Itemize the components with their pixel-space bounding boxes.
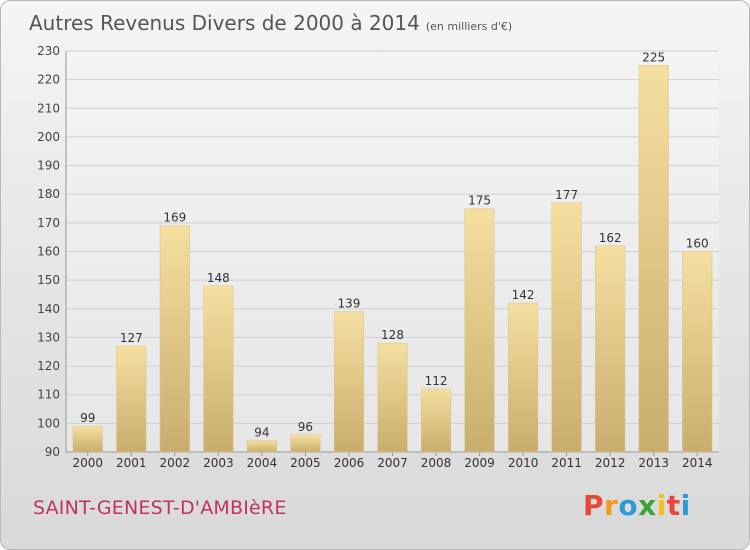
bar-2001 <box>116 345 147 453</box>
y-tick-label: 200 <box>37 130 60 144</box>
bar-2005 <box>290 434 321 453</box>
x-tick-label: 2014 <box>682 456 713 470</box>
x-tick-label: 2002 <box>160 456 191 470</box>
bar-2014 <box>682 251 713 453</box>
bar-2009 <box>464 208 495 453</box>
x-tick-label: 2006 <box>334 456 365 470</box>
bar-2006 <box>333 311 365 453</box>
x-tick-label: 2012 <box>595 456 626 470</box>
data-label-2005: 96 <box>298 420 313 434</box>
y-tick-label: 120 <box>37 359 60 373</box>
y-tick-label: 150 <box>37 273 60 287</box>
bars <box>72 65 713 453</box>
chart-title-text: Autres Revenus Divers de 2000 à 2014 <box>29 11 420 35</box>
x-tick-label: 2001 <box>116 456 147 470</box>
data-label-2000: 99 <box>80 411 95 425</box>
x-tick-label: 2007 <box>377 456 408 470</box>
x-tick-label: 2003 <box>203 456 234 470</box>
bar-2007 <box>377 342 408 453</box>
commune-name: SAINT-GENEST-D'AMBIèRE <box>33 497 287 519</box>
x-tick-label: 2009 <box>464 456 495 470</box>
chart-title: Autres Revenus Divers de 2000 à 2014 (en … <box>29 11 512 35</box>
data-label-2003: 148 <box>207 271 230 285</box>
bar-2008 <box>420 388 452 453</box>
data-label-2008: 112 <box>425 374 448 388</box>
x-tick-label: 2013 <box>638 456 669 470</box>
x-tick-label: 2000 <box>72 456 103 470</box>
data-label-2007: 128 <box>381 328 404 342</box>
data-label-2010: 142 <box>512 288 535 302</box>
bar-2003 <box>203 285 234 453</box>
data-label-2011: 177 <box>555 188 578 202</box>
y-tick-label: 110 <box>37 388 60 402</box>
x-tick-label: 2004 <box>247 456 278 470</box>
y-tick-label: 100 <box>37 416 60 430</box>
logo-letter: o <box>618 489 639 522</box>
logo-letter: i <box>656 489 667 522</box>
data-label-2014: 160 <box>686 237 709 251</box>
data-label-2004: 94 <box>254 426 269 440</box>
data-label-2013: 225 <box>642 50 665 64</box>
y-tick-label: 140 <box>37 302 60 316</box>
bar-2010 <box>508 302 539 453</box>
logo-letter: x <box>638 489 657 522</box>
y-tick-label: 90 <box>45 445 60 459</box>
y-tick-label: 180 <box>37 187 60 201</box>
logo-letter: i <box>680 489 691 522</box>
data-label-2012: 162 <box>599 231 622 245</box>
data-label-2006: 139 <box>338 297 361 311</box>
x-tick-label: 2011 <box>551 456 582 470</box>
logo-letter: t <box>666 489 681 522</box>
bar-2000 <box>72 425 103 453</box>
proxiti-logo: Proxiti <box>583 489 691 522</box>
x-axis: 2000 2001 2002 2003 2004 2005 2006 2007 2008 2009… <box>72 452 713 470</box>
x-tick-label: 2005 <box>290 456 321 470</box>
y-tick-label: 160 <box>37 245 60 259</box>
data-label-2009: 175 <box>468 194 491 208</box>
bar-2004 <box>246 440 277 453</box>
data-labels: 99 127 169 148 94 96 139 128 112 175 142 177 162 225 1… <box>80 50 709 439</box>
y-tick-label: 190 <box>37 159 60 173</box>
y-tick-label: 170 <box>37 216 60 230</box>
y-tick-label: 210 <box>37 101 60 115</box>
y-tick-label: 130 <box>37 330 60 344</box>
logo-letter: P <box>583 489 605 522</box>
y-tick-label: 230 <box>37 44 60 58</box>
bar-2011 <box>551 202 582 453</box>
y-tick-label: 220 <box>37 73 60 87</box>
data-label-2001: 127 <box>120 331 143 345</box>
x-tick-label: 2008 <box>421 456 452 470</box>
bar-2013 <box>638 65 669 453</box>
data-label-2002: 169 <box>163 211 186 225</box>
chart-unit: (en milliers d'€) <box>425 20 513 33</box>
logo-letter: r <box>604 489 619 522</box>
x-tick-label: 2010 <box>508 456 539 470</box>
bar-2002 <box>159 225 190 453</box>
bar-2012 <box>595 245 626 453</box>
